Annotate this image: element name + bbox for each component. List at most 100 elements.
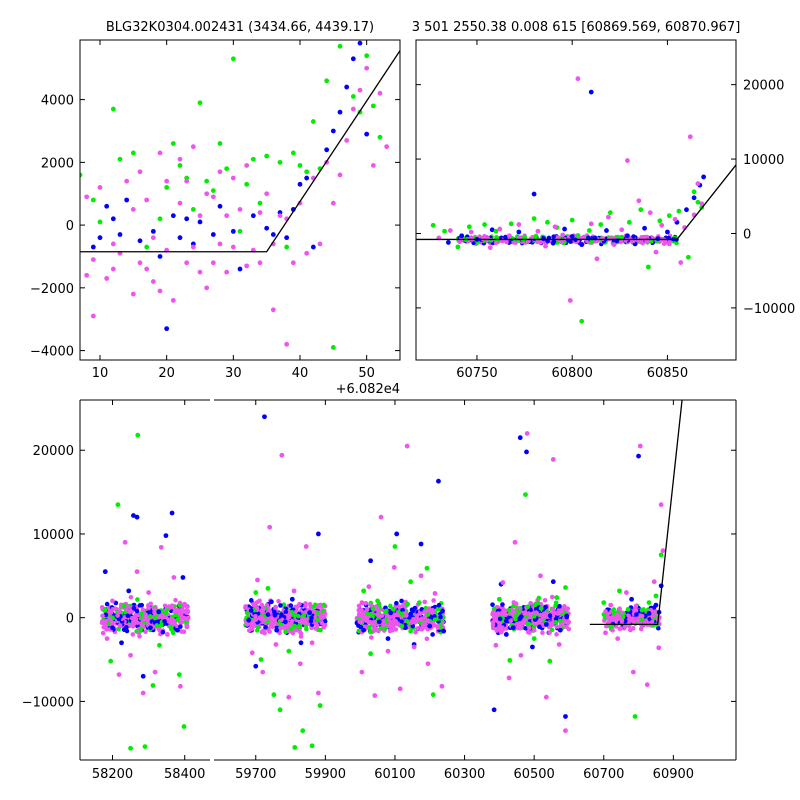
band-point	[365, 611, 370, 616]
data-point	[80, 172, 83, 178]
data-point	[399, 623, 405, 629]
data-point	[164, 326, 170, 332]
band-point	[605, 614, 610, 619]
data-point	[144, 266, 150, 272]
data-point	[645, 264, 651, 270]
band-point	[504, 239, 509, 245]
y-tick-label: 20000	[743, 79, 784, 94]
data-point	[163, 533, 169, 539]
band-point	[257, 598, 262, 604]
data-point	[217, 169, 223, 175]
data-point	[524, 431, 530, 436]
data-point	[430, 222, 436, 228]
data-point	[257, 210, 263, 215]
band-point	[611, 607, 617, 612]
data-point	[309, 743, 315, 749]
data-point	[550, 457, 556, 462]
data-point	[625, 158, 630, 163]
band-point	[369, 620, 375, 625]
data-point	[569, 234, 575, 239]
data-point	[447, 228, 453, 233]
data-point	[330, 200, 336, 206]
data-point	[594, 256, 600, 262]
data-point	[642, 225, 647, 231]
data-point	[170, 630, 176, 636]
band-point	[130, 632, 136, 637]
data-point	[244, 263, 250, 269]
band-point	[499, 611, 504, 616]
data-point	[204, 285, 210, 291]
data-point	[230, 175, 236, 181]
band-point	[248, 608, 254, 613]
x-tick-label: 20	[158, 366, 175, 381]
band-point	[508, 618, 513, 624]
data-point	[150, 228, 156, 234]
band-point	[142, 613, 148, 619]
band-point	[185, 616, 190, 622]
data-point	[653, 593, 659, 599]
y-tick-label: −10000	[22, 695, 74, 710]
data-point	[117, 232, 123, 237]
data-point	[152, 669, 158, 675]
data-point	[116, 672, 122, 678]
data-point	[676, 208, 682, 214]
band-point	[177, 603, 183, 608]
data-point	[128, 652, 133, 658]
band-point	[267, 629, 272, 634]
band-point	[107, 616, 112, 621]
x-tick-label: 60500	[513, 767, 554, 782]
data-point	[687, 134, 693, 140]
x-tick-label: 60800	[552, 366, 593, 381]
band-point	[656, 625, 661, 631]
band-point	[471, 240, 476, 246]
top-right-plot-area	[416, 76, 736, 324]
band-point	[253, 617, 259, 622]
data-point	[344, 137, 350, 143]
band-point	[394, 600, 399, 606]
data-point	[269, 599, 274, 605]
data-point	[337, 43, 343, 49]
data-point	[291, 588, 297, 594]
data-point	[507, 657, 513, 663]
data-point	[518, 652, 524, 658]
data-point	[384, 144, 390, 150]
data-point	[110, 106, 116, 112]
data-point	[307, 610, 313, 616]
band-point	[525, 621, 531, 627]
data-point	[290, 150, 296, 156]
data-point	[436, 478, 441, 484]
y-tick-label: −4000	[30, 345, 74, 360]
band-point	[492, 616, 497, 621]
band-point	[618, 626, 624, 631]
band-point	[634, 612, 639, 617]
band-point	[397, 604, 402, 610]
data-point	[157, 216, 163, 222]
band-point	[527, 625, 532, 631]
data-point	[672, 216, 678, 222]
band-point	[370, 606, 376, 611]
band-point	[422, 599, 428, 605]
data-point	[575, 76, 581, 82]
data-point	[512, 539, 518, 545]
band-point	[121, 627, 127, 632]
data-point	[391, 565, 397, 570]
data-point	[104, 203, 110, 209]
band-point	[522, 610, 528, 616]
data-point	[359, 669, 365, 675]
data-point	[517, 435, 523, 441]
band-point	[148, 601, 153, 607]
data-point	[543, 694, 549, 700]
data-point	[135, 432, 141, 438]
data-point	[550, 240, 556, 246]
band-point	[568, 239, 573, 244]
band-point	[391, 618, 397, 623]
band-point	[363, 600, 369, 606]
band-point	[145, 616, 151, 622]
y-tick-label: −10000	[743, 302, 795, 317]
data-point	[224, 213, 230, 219]
data-point	[646, 611, 652, 616]
band-point	[146, 605, 151, 611]
data-point	[224, 166, 230, 172]
band-point	[515, 621, 521, 627]
data-point	[364, 131, 370, 137]
